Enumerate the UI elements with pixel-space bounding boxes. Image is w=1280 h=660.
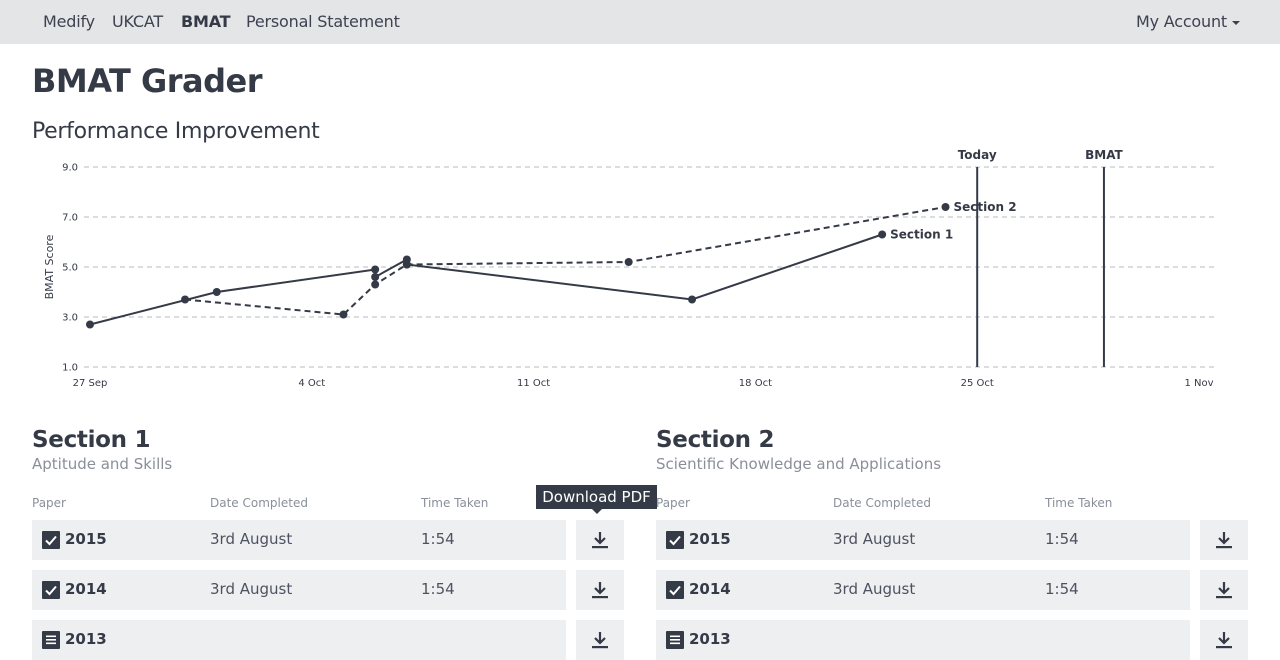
data-point	[402, 260, 411, 269]
data-point	[688, 295, 697, 304]
download-icon	[1216, 632, 1232, 649]
page-title: BMAT Grader	[32, 62, 263, 100]
checkbox-checked-icon[interactable]	[666, 581, 684, 599]
download-pdf-button[interactable]	[576, 620, 624, 660]
section1-subtitle: Aptitude and Skills	[32, 455, 173, 473]
section1-header-date: Date Completed	[210, 496, 308, 510]
data-point	[371, 273, 380, 281]
data-point	[181, 295, 190, 304]
nav-bmat[interactable]: BMAT	[181, 12, 231, 31]
checkbox-checked-icon[interactable]	[42, 531, 60, 549]
nav-personal-statement[interactable]: Personal Statement	[246, 12, 400, 31]
download-pdf-button[interactable]	[1200, 620, 1248, 660]
download-pdf-button[interactable]	[1200, 570, 1248, 610]
x-tick-label: 27 Sep	[73, 378, 108, 389]
y-axis-label: BMAT Score	[43, 234, 56, 299]
download-pdf-tooltip: Download PDF	[536, 485, 657, 509]
section2-row-2013[interactable]: 2013	[656, 620, 1190, 660]
document-icon	[42, 631, 60, 649]
x-tick-label: 18 Oct	[739, 378, 772, 389]
section1-title: Section 1	[32, 427, 151, 453]
y-tick-label: 3.0	[62, 313, 78, 324]
data-point	[878, 230, 887, 239]
data-point	[212, 288, 221, 296]
paper-year: 2013	[689, 630, 731, 648]
section1-header-paper: Paper	[32, 496, 66, 510]
x-tick-label: 11 Oct	[517, 378, 550, 389]
series-label: Section 1	[890, 228, 953, 242]
paper-year: 2015	[65, 530, 107, 548]
download-icon	[1216, 532, 1232, 549]
performance-chart: 1.0 3.0 5.0 7.0 9.0 BMAT Score 27 Sep 4 Oct 11 O…	[43, 148, 1215, 389]
paper-year: 2014	[65, 580, 107, 598]
chart-title: Performance Improvement	[32, 119, 320, 144]
download-icon	[592, 582, 608, 599]
download-icon	[592, 632, 608, 649]
date-completed: 3rd August	[210, 530, 293, 548]
time-taken: 1:54	[421, 580, 455, 598]
data-point	[371, 280, 380, 289]
paper-year: 2015	[689, 530, 731, 548]
x-tick-label: 1 Nov	[1184, 378, 1213, 389]
checkbox-checked-icon[interactable]	[42, 581, 60, 599]
section1-header-time: Time Taken	[421, 496, 489, 510]
section2-header-time: Time Taken	[1045, 496, 1113, 510]
section1-row-2013[interactable]: 2013	[32, 620, 566, 660]
nav-ukcat[interactable]: UKCAT	[112, 12, 163, 31]
y-tick-label: 1.0	[62, 363, 78, 374]
section1-row-2014[interactable]: 2014 3rd August 1:54	[32, 570, 566, 610]
data-point	[624, 258, 633, 266]
paper-year: 2013	[65, 630, 107, 648]
section2-subtitle: Scientific Knowledge and Applications	[656, 455, 942, 473]
download-pdf-button[interactable]	[576, 570, 624, 610]
series-line	[184, 206, 946, 316]
section2-header-paper: Paper	[656, 496, 690, 510]
my-account-dropdown[interactable]: My Account	[1136, 12, 1240, 31]
y-tick-label: 7.0	[62, 213, 78, 224]
data-point	[339, 310, 348, 319]
checkbox-checked-icon[interactable]	[666, 531, 684, 549]
download-pdf-button[interactable]	[576, 520, 624, 560]
data-point	[371, 265, 380, 274]
tooltip-arrow	[592, 509, 602, 514]
my-account-label: My Account	[1136, 12, 1227, 31]
marker-label: Today	[958, 148, 997, 162]
section2-row-2014[interactable]: 2014 3rd August 1:54	[656, 570, 1190, 610]
paper-year: 2014	[689, 580, 731, 598]
y-tick-label: 9.0	[62, 163, 78, 174]
top-navbar: Medify UKCAT BMAT Personal Statement My …	[0, 0, 1280, 44]
section1-row-2015[interactable]: 2015 3rd August 1:54	[32, 520, 566, 560]
section2-title: Section 2	[656, 427, 775, 453]
caret-down-icon	[1231, 20, 1240, 25]
x-tick-label: 4 Oct	[298, 378, 325, 389]
time-taken: 1:54	[1045, 580, 1079, 598]
download-icon	[1216, 582, 1232, 599]
section2-row-2015[interactable]: 2015 3rd August 1:54	[656, 520, 1190, 560]
x-tick-label: 25 Oct	[961, 378, 994, 389]
download-pdf-button[interactable]	[1200, 520, 1248, 560]
nav-medify[interactable]: Medify	[43, 12, 95, 31]
data-point	[86, 320, 94, 329]
date-completed: 3rd August	[833, 530, 916, 548]
date-completed: 3rd August	[210, 580, 293, 598]
download-icon	[592, 532, 608, 549]
time-taken: 1:54	[421, 530, 455, 548]
y-tick-label: 5.0	[62, 263, 78, 274]
time-taken: 1:54	[1045, 530, 1079, 548]
section2-header-date: Date Completed	[833, 496, 931, 510]
date-completed: 3rd August	[833, 580, 916, 598]
data-point	[941, 203, 950, 211]
document-icon	[666, 631, 684, 649]
marker-label: BMAT	[1085, 148, 1123, 162]
series-line	[89, 233, 883, 326]
series-label: Section 2	[954, 200, 1017, 214]
